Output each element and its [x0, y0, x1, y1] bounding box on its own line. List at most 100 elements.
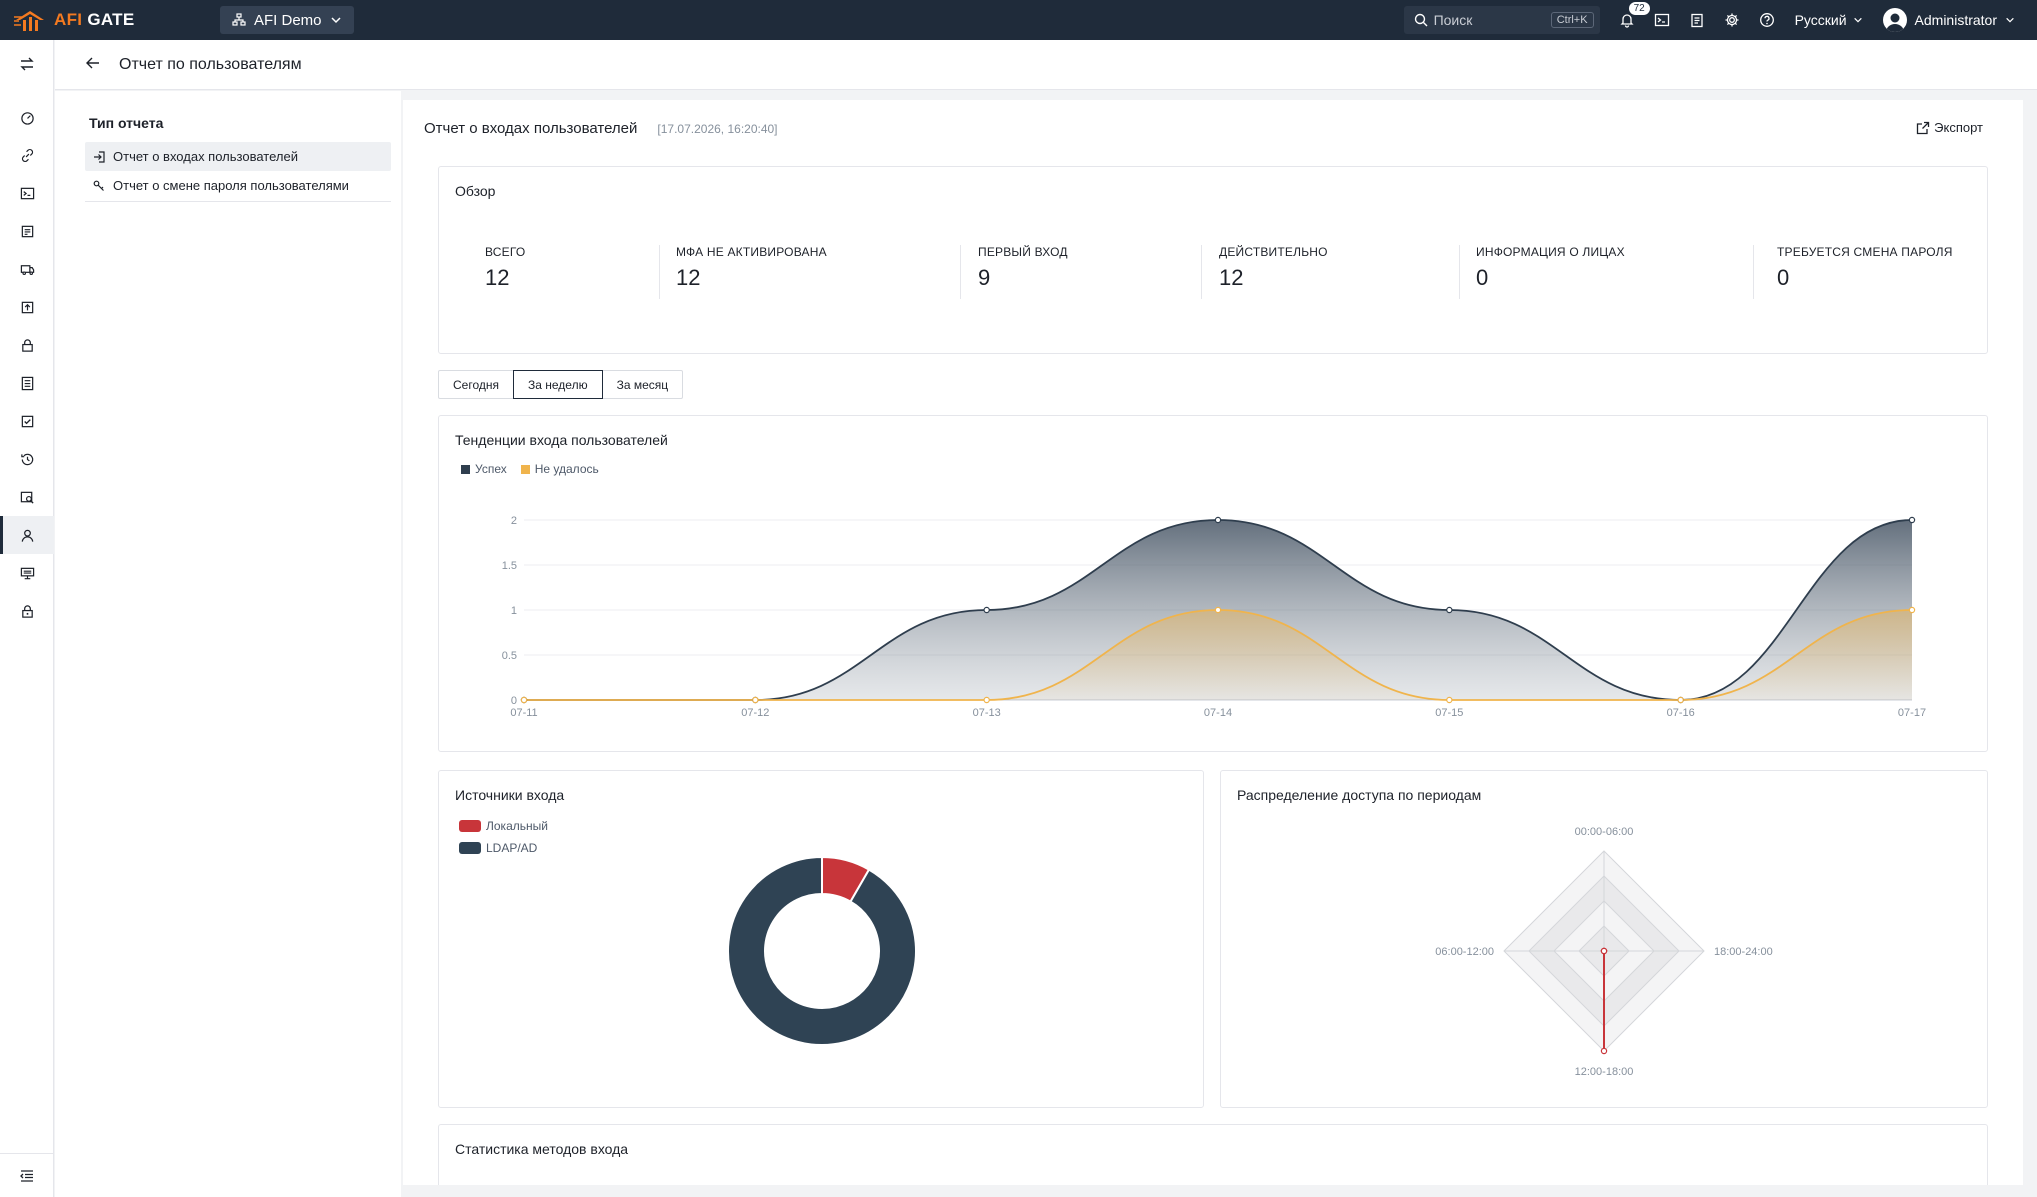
- trend-legend: Успех Не удалось: [461, 462, 599, 476]
- data-point: [1446, 606, 1453, 614]
- menu-collapse-icon: [20, 1169, 33, 1182]
- legend-label: Успех: [475, 462, 507, 476]
- logo[interactable]: AFI GATE: [14, 7, 220, 33]
- data-point: [1908, 516, 1916, 524]
- rail-item-documents[interactable]: [0, 212, 54, 250]
- bell-icon: [1620, 14, 1634, 28]
- report-type-item-logins[interactable]: Отчет о входах пользователей: [85, 142, 391, 171]
- dashboard-icon: [20, 111, 34, 125]
- legend-swatch: [459, 820, 481, 832]
- export-button[interactable]: Экспорт: [1916, 120, 1983, 135]
- y-tick-label: 2: [511, 515, 517, 527]
- tab-today[interactable]: Сегодня: [438, 370, 514, 399]
- rail-item-transfer[interactable]: [0, 250, 54, 288]
- audit-icon: [20, 491, 34, 504]
- donut-slice-ldap: [727, 855, 917, 1046]
- logo-icon: [14, 11, 44, 31]
- report-type-title: Тип отчета: [89, 115, 164, 131]
- stat-label: МФА НЕ АКТИВИРОВАНА: [676, 245, 827, 259]
- notifications-button[interactable]: 72: [1610, 0, 1651, 40]
- stat-password-change: ТРЕБУЕТСЯ СМЕНА ПАРОЛЯ 0: [1777, 245, 1953, 291]
- chevron-down-icon: [1853, 17, 1862, 23]
- trend-title: Тенденции входа пользователей: [455, 432, 668, 448]
- app-selector[interactable]: AFI Demo: [220, 6, 354, 34]
- report-content: Отчет о входах пользователей [17.07.2026…: [403, 100, 2023, 1185]
- legend-ldap[interactable]: LDAP/AD: [459, 837, 548, 859]
- rail-item-logs[interactable]: [0, 364, 54, 402]
- legend-label: LDAP/AD: [486, 841, 538, 855]
- stat-value: 0: [1777, 265, 1790, 290]
- terminal-button[interactable]: [1645, 0, 1680, 40]
- data-point: [520, 696, 528, 704]
- trend-card: Тенденции входа пользователей Успех Не у…: [438, 415, 1988, 752]
- rail-collapse-button[interactable]: [0, 1153, 54, 1197]
- report-type-item-password[interactable]: Отчет о смене пароля пользователями: [85, 171, 391, 200]
- x-tick-label: 07-11: [510, 707, 537, 719]
- trend-chart: 0 0.5 1 1.5 2 07-11 07-12 07-13 07-14 07-15 07-16 0…: [502, 515, 1926, 719]
- rail-item-dashboard[interactable]: [0, 98, 54, 136]
- legend-success[interactable]: Успех: [461, 462, 507, 476]
- data-point: [1214, 606, 1222, 614]
- radar-axis-label: 06:00-12:00: [1435, 946, 1494, 958]
- monitor-icon: [20, 567, 34, 579]
- help-button[interactable]: [1750, 0, 1785, 40]
- rail-item-terminal[interactable]: [0, 174, 54, 212]
- rail-item-monitor[interactable]: [0, 554, 54, 592]
- rail-item-vault[interactable]: [0, 592, 54, 630]
- lock-key-icon: [21, 604, 33, 618]
- sitemap-icon: [232, 13, 246, 26]
- back-button[interactable]: [85, 55, 101, 74]
- top-bar: AFI GATE AFI Demo Поиск Ctrl+K 72 Русски…: [0, 0, 2037, 40]
- legend-local[interactable]: Локальный: [459, 815, 548, 837]
- radar-point: [1600, 1047, 1608, 1055]
- radar-axis-label: 12:00-18:00: [1575, 1066, 1634, 1078]
- legend-swatch: [520, 464, 530, 474]
- series-area-failed: [524, 610, 1912, 700]
- key-icon: [93, 180, 104, 191]
- distribution-radar-chart: 00:00-06:00 18:00-24:00 12:00-18:00 06:00-1…: [1435, 826, 1773, 1078]
- distribution-title: Распределение доступа по периодам: [1237, 787, 1482, 803]
- search-placeholder: Поиск: [1433, 12, 1473, 28]
- app-selector-label: AFI Demo: [254, 11, 322, 29]
- search-input[interactable]: Поиск Ctrl+K: [1403, 6, 1600, 34]
- tab-month[interactable]: За месяц: [601, 370, 684, 399]
- rail-item-upload[interactable]: [0, 288, 54, 326]
- terminal-icon: [20, 187, 34, 199]
- x-tick-label: 07-14: [1204, 707, 1232, 719]
- radar-axis-label: 18:00-24:00: [1714, 946, 1773, 958]
- rail-item-audit[interactable]: [0, 478, 54, 516]
- left-rail: [0, 40, 54, 1197]
- rail-toggle-button[interactable]: [0, 40, 54, 88]
- user-menu[interactable]: Administrator: [1882, 8, 2015, 32]
- period-tabs: Сегодня За неделю За месяц: [438, 370, 684, 399]
- methods-title: Статистика методов входа: [455, 1141, 629, 1157]
- page-title: Отчет по пользователям: [119, 55, 302, 73]
- legend-swatch: [461, 464, 470, 474]
- terminal-icon: [1654, 13, 1670, 27]
- report-title: Отчет о входах пользователей: [424, 120, 638, 137]
- settings-button[interactable]: [1715, 0, 1750, 40]
- sources-title: Источники входа: [455, 787, 565, 803]
- stat-divider: [1753, 245, 1754, 299]
- report-type-panel: Тип отчета Отчет о входах пользователей …: [55, 91, 401, 1197]
- rail-item-users[interactable]: [0, 516, 54, 554]
- data-point: [752, 696, 759, 704]
- swap-icon: [20, 57, 34, 71]
- rail-item-links[interactable]: [0, 136, 54, 174]
- stat-face-info: ИНФОРМАЦИЯ О ЛИЦАХ 0: [1476, 245, 1625, 291]
- stat-valid: ДЕЙСТВИТЕЛЬНО 12: [1219, 245, 1328, 291]
- tasks-button[interactable]: [1680, 0, 1715, 40]
- lock-icon: [21, 338, 33, 352]
- tab-week[interactable]: За неделю: [513, 370, 603, 399]
- data-point: [1908, 606, 1916, 614]
- help-icon: [1760, 13, 1775, 27]
- rail-item-approvals[interactable]: [0, 402, 54, 440]
- stat-value: 9: [978, 265, 991, 290]
- overview-title: Обзор: [455, 183, 496, 199]
- language-selector[interactable]: Русский: [1795, 12, 1863, 28]
- legend-failed[interactable]: Не удалось: [520, 462, 599, 476]
- rail-item-security[interactable]: [0, 326, 54, 364]
- user-icon: [21, 529, 33, 542]
- rail-item-history[interactable]: [0, 440, 54, 478]
- search-shortcut: Ctrl+K: [1550, 12, 1594, 28]
